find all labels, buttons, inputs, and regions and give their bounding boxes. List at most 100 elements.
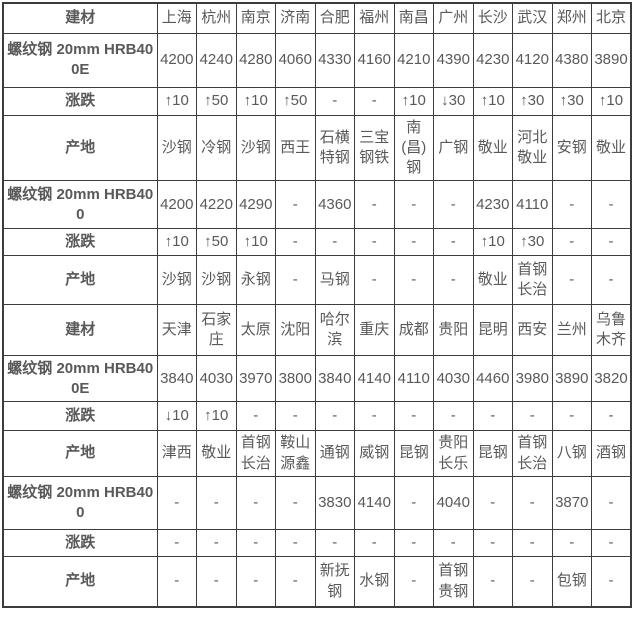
city-header-cell: 郑州: [551, 2, 592, 34]
origin-cell: 酒钢: [591, 430, 632, 477]
price-cell: -: [393, 180, 434, 230]
table-row: 产地 沙钢 沙钢 永钢 - 马钢 - - - 敬业 首钢长治 - -: [2, 255, 632, 306]
origin-cell: 首钢长治: [512, 255, 553, 306]
change-cell: ↑10: [472, 228, 513, 257]
change-cell: -: [591, 228, 632, 257]
city-header-cell: 长沙: [472, 2, 513, 34]
origin-cell: 沙钢: [235, 114, 276, 182]
table-row: 产地 津西 敬业 首钢长治 鞍山源鑫 通钢 威钢 昆钢 贵阳长乐 昆钢 首钢长治 八钢 酒钢: [2, 430, 632, 477]
change-cell: ↑10: [156, 228, 197, 257]
origin-cell: -: [275, 555, 316, 608]
city-header-cell: 成都: [393, 304, 434, 357]
change-cell: -: [314, 228, 355, 257]
row-label-origin: 产地: [2, 555, 158, 608]
price-cell: 4200: [156, 180, 197, 230]
change-cell: ↑10: [156, 86, 197, 116]
change-cell: ↑10: [235, 86, 276, 116]
price-cell: 4200: [156, 32, 197, 88]
change-cell: ↑10: [472, 86, 513, 116]
table-row: 涨跌 ↑10 ↑50 ↑10 ↑50- - ↑10 ↓30 ↑10 ↑30 ↑30 ↑10: [2, 86, 632, 116]
origin-cell: 敬业: [196, 430, 237, 477]
price-cell: 4240: [196, 32, 237, 88]
origin-cell: -: [275, 255, 316, 306]
price-cell: 3830: [314, 475, 355, 530]
price-cell: 3890: [591, 32, 632, 88]
origin-cell: -: [235, 555, 276, 608]
change-cell: -: [551, 401, 592, 432]
price-cell: 4040: [433, 475, 474, 530]
city-header-cell: 南昌: [393, 2, 434, 34]
change-cell: -: [433, 401, 474, 432]
city-header-cell: 济南: [275, 2, 316, 34]
change-cell: ↑50: [196, 228, 237, 257]
row-label-change: 涨跌: [2, 86, 158, 116]
change-cell: ↑30: [551, 86, 592, 116]
origin-cell: 三宝钢铁: [354, 114, 395, 182]
row-label-price: 螺纹钢 20mm HRB400E: [2, 32, 158, 88]
origin-cell: 威钢: [354, 430, 395, 477]
section-header-row: 建材 天津 石家庄 太原 沈阳 哈尔滨 重庆 成都 贵阳 昆明 西安 兰州 乌鲁木齐: [2, 304, 632, 357]
city-header-cell: 石家庄: [196, 304, 237, 357]
city-header-cell: 西安: [512, 304, 553, 357]
table-row: 涨跌 ↓10 ↑10- - - - - - - - - -: [2, 401, 632, 432]
price-cell: -: [275, 475, 316, 530]
price-cell: -: [235, 475, 276, 530]
origin-cell: 马钢: [314, 255, 355, 306]
price-cell: 4230: [472, 180, 513, 230]
change-cell: -: [393, 401, 434, 432]
origin-cell: 敬业: [472, 255, 513, 306]
change-cell: -: [472, 528, 513, 557]
city-header-cell: 重庆: [354, 304, 395, 357]
price-cell: -: [551, 180, 592, 230]
price-cell: 4460: [472, 355, 513, 403]
price-cell: 4210: [393, 32, 434, 88]
change-cell: -: [512, 528, 553, 557]
table-row: 螺纹钢 20mm HRB400 4200 4220 4290-4360- - -4230 4…: [2, 180, 632, 230]
price-cell: 3970: [235, 355, 276, 403]
row-label-change: 涨跌: [2, 228, 158, 257]
origin-cell: -: [354, 255, 395, 306]
origin-cell: 包钢: [551, 555, 592, 608]
city-header-cell: 昆明: [472, 304, 513, 357]
price-cell: 4220: [196, 180, 237, 230]
city-header-cell: 合肥: [314, 2, 355, 34]
price-cell: -: [393, 475, 434, 530]
origin-cell: -: [156, 555, 197, 608]
price-cell: 3840: [314, 355, 355, 403]
origin-cell: -: [393, 255, 434, 306]
origin-cell: -: [591, 255, 632, 306]
origin-cell: 昆钢: [472, 430, 513, 477]
price-cell: 3890: [551, 355, 592, 403]
city-header-cell: 武汉: [512, 2, 553, 34]
price-cell: 4120: [512, 32, 553, 88]
change-cell: -: [551, 528, 592, 557]
change-cell: -: [314, 528, 355, 557]
origin-cell: 首钢长治: [512, 430, 553, 477]
origin-cell: 沙钢: [196, 255, 237, 306]
table-row: 产地 - - - - 新抚钢 水钢 - 首钢贵钢 - - 包钢 -: [2, 555, 632, 608]
origin-cell: 敬业: [591, 114, 632, 182]
change-cell: ↑10: [196, 401, 237, 432]
price-cell: 4330: [314, 32, 355, 88]
change-cell: ↓10: [156, 401, 197, 432]
origin-cell: -: [551, 255, 592, 306]
table-row: 螺纹钢 20mm HRB400- - - -3830 4140-4040- -3870-: [2, 475, 632, 530]
city-header-cell: 广州: [433, 2, 474, 34]
price-cell: 4230: [472, 32, 513, 88]
change-cell: -: [354, 228, 395, 257]
origin-cell: 冷钢: [196, 114, 237, 182]
price-cell: 4290: [235, 180, 276, 230]
change-cell: ↑10: [235, 228, 276, 257]
origin-cell: 首钢长治: [235, 430, 276, 477]
change-cell: -: [314, 86, 355, 116]
price-cell: -: [433, 180, 474, 230]
origin-cell: 敬业: [472, 114, 513, 182]
city-header-cell: 福州: [354, 2, 395, 34]
change-cell: -: [275, 401, 316, 432]
change-cell: -: [433, 528, 474, 557]
change-cell: -: [235, 401, 276, 432]
price-cell: 3840: [156, 355, 197, 403]
origin-cell: 沙钢: [156, 255, 197, 306]
origin-cell: 西王: [275, 114, 316, 182]
